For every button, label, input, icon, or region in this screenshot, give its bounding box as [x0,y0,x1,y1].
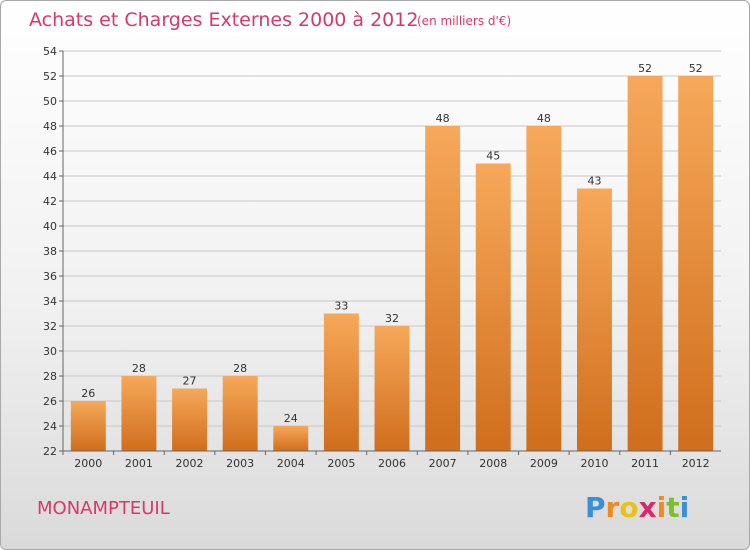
data-label: 45 [486,150,500,163]
y-tick-label: 30 [43,345,57,358]
data-label: 24 [284,412,298,425]
y-tick-label: 22 [43,445,57,458]
x-tick-label: 2000 [74,457,102,470]
bar [323,313,359,451]
bars [70,76,714,451]
proxiti-logo: Proxiti [585,491,689,524]
bar [70,401,106,451]
y-tick-label: 54 [43,45,57,58]
y-tick-label: 42 [43,195,57,208]
x-tick-label: 2009 [530,457,558,470]
chart-title: Achats et Charges Externes 2000 à 2012 [29,9,418,31]
data-label: 28 [132,362,146,375]
data-label: 48 [436,112,450,125]
bar [627,76,663,451]
x-tick-label: 2007 [429,457,457,470]
chart-subtitle: (en milliers d'€) [417,14,511,28]
data-label: 27 [183,375,197,388]
y-tick-label: 48 [43,120,57,133]
bar [526,126,562,451]
bar [475,163,511,451]
location-label: MONAMPTEUIL [37,498,170,519]
y-tick-label: 32 [43,320,57,333]
bar [678,76,714,451]
bar [172,388,208,451]
x-tick-label: 2005 [327,457,355,470]
logo-letter: i [657,491,667,524]
y-tick-label: 28 [43,370,57,383]
x-tick-label: 2008 [479,457,507,470]
x-tick-label: 2011 [631,457,659,470]
x-tick-label: 2002 [176,457,204,470]
y-tick-label: 38 [43,245,57,258]
bar [121,376,157,451]
bar [273,426,309,451]
y-tick-label: 34 [43,295,57,308]
y-axis: 22 24 26 28 30 32 34 36 38 40 42 44 46 48 50 52 54 [43,45,64,458]
x-axis: 2000 2001 2002 2003 2004 2005 2006 2007 2008 2009… [62,450,721,470]
logo-letter: P [585,491,606,524]
y-tick-label: 40 [43,220,57,233]
logo-letter: r [606,491,620,524]
data-label: 48 [537,112,551,125]
y-tick-label: 26 [43,395,57,408]
x-tick-label: 2010 [580,457,608,470]
data-label: 32 [385,312,399,325]
bar [425,126,461,451]
data-label: 43 [587,175,601,188]
bar [222,376,258,451]
logo-letter: x [639,491,657,524]
y-tick-label: 36 [43,270,57,283]
data-label: 28 [233,362,247,375]
data-label: 52 [689,62,703,75]
y-tick-label: 24 [43,420,57,433]
y-tick-label: 50 [43,95,57,108]
data-label: 33 [334,300,348,313]
bar [576,188,612,451]
logo-letter: o [619,491,638,524]
logo-letter: i [680,491,690,524]
data-label: 26 [81,387,95,400]
x-tick-label: 2006 [378,457,406,470]
logo-letter: t [666,491,679,524]
data-label: 52 [638,62,652,75]
y-tick-label: 44 [43,170,57,183]
x-tick-label: 2004 [277,457,305,470]
x-tick-label: 2001 [125,457,153,470]
y-tick-label: 52 [43,70,57,83]
bar [374,326,410,451]
y-tick-label: 46 [43,145,57,158]
data-labels: 26 28 27 28 24 33 32 48 45 48 43 52 52 [81,62,702,425]
x-tick-label: 2003 [226,457,254,470]
x-tick-label: 2012 [682,457,710,470]
